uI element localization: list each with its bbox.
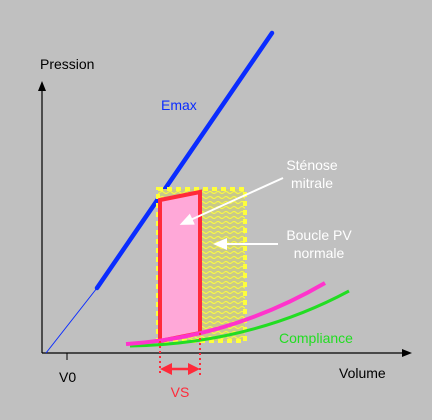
boucle-label-line1: Boucle PV [286,227,352,243]
compliance-label: Compliance [279,330,353,346]
x-axis-label: Volume [339,365,386,381]
v0-label: V0 [59,369,76,385]
boucle-label-line2: normale [294,245,345,261]
stenose-label-line2: mitrale [291,175,333,191]
y-axis-label: Pression [40,56,94,72]
pink-curve [125,281,327,346]
stenose-label-line1: Sténose [286,157,338,173]
emax-line [94,30,275,291]
emax-thin-line [45,287,98,354]
stenosis-loop [158,189,202,344]
stenose-arrow [179,177,284,225]
emax-label: Emax [161,97,197,113]
vs-label: VS [171,384,190,400]
compliance-curve [129,289,350,348]
